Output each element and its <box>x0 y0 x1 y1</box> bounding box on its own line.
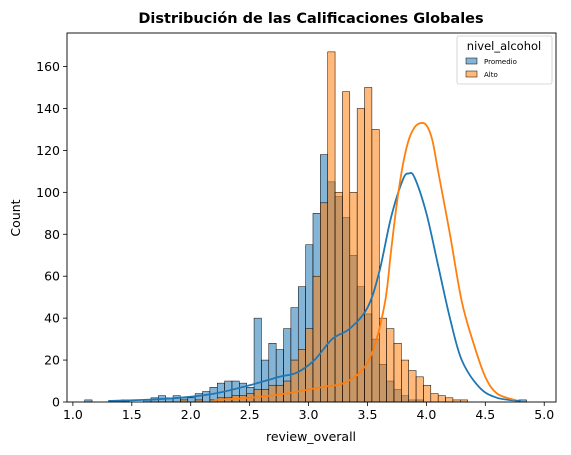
bar-promedio <box>187 397 196 403</box>
kde-line-promedio <box>108 171 521 402</box>
bar-alto <box>386 328 395 403</box>
legend-label-promedio: Promedio <box>484 58 517 66</box>
x-tick-label: 2.5 <box>240 407 260 422</box>
chart-title: Distribución de las Calificaciones Globa… <box>138 11 483 27</box>
legend: nivel_alcohol Promedio Alto <box>456 35 553 85</box>
bar-alto <box>430 393 439 403</box>
bar-alto <box>401 359 409 403</box>
x-tick-label: 2.0 <box>181 407 201 422</box>
bar-alto <box>356 108 365 403</box>
legend-label-alto: Alto <box>484 71 498 79</box>
bar-alto <box>253 389 262 403</box>
y-axis: 0 20 40 60 80 100 120 140 160 <box>36 59 67 410</box>
bar-alto <box>371 129 380 403</box>
y-axis-label: Count <box>8 199 23 236</box>
bar-alto <box>408 370 417 403</box>
x-tick-label: 4.0 <box>416 407 436 422</box>
kde-line-alto <box>214 122 516 401</box>
y-tick-label: 100 <box>36 185 60 200</box>
y-tick-label: 140 <box>36 101 60 116</box>
x-tick-label: 1.5 <box>122 407 142 422</box>
bar-alto <box>268 384 277 403</box>
bar-alto <box>312 275 321 403</box>
bars-group <box>84 51 527 403</box>
y-tick-label: 40 <box>44 311 60 326</box>
bar-alto <box>297 349 306 403</box>
bar-alto <box>349 192 358 403</box>
bar-alto <box>437 395 446 403</box>
y-tick-label: 80 <box>44 227 60 242</box>
x-axis: 1.0 1.5 2.0 2.5 3.0 3.5 4.0 4.5 5.0 <box>63 402 554 422</box>
x-tick-label: 3.0 <box>299 407 319 422</box>
x-tick-label: 3.5 <box>358 407 378 422</box>
legend-title: nivel_alcohol <box>467 39 541 53</box>
bar-alto <box>320 202 328 403</box>
y-tick-label: 20 <box>44 353 60 368</box>
bar-alto <box>393 343 402 403</box>
y-tick-label: 120 <box>36 143 60 158</box>
x-axis-label: review_overall <box>266 429 356 444</box>
bar-alto <box>415 376 424 403</box>
legend-box <box>456 35 553 85</box>
bar-alto <box>445 397 454 403</box>
legend-swatch-alto <box>465 70 478 78</box>
kde-curves <box>108 122 521 402</box>
bar-alto <box>423 384 432 403</box>
bar-promedio <box>202 391 211 403</box>
bar-alto <box>342 91 351 403</box>
bar-alto <box>334 192 343 403</box>
y-tick-label: 160 <box>36 59 60 74</box>
bar-alto <box>290 359 299 403</box>
y-tick-label: 60 <box>44 269 60 284</box>
y-tick-label: 0 <box>52 395 60 410</box>
legend-swatch-promedio <box>465 57 478 65</box>
x-tick-label: 1.0 <box>63 407 83 422</box>
x-tick-label: 5.0 <box>534 407 554 422</box>
plot-frame <box>66 32 557 403</box>
bar-alto <box>379 317 387 403</box>
bar-alto <box>327 51 336 403</box>
bar-alto <box>283 380 292 403</box>
x-tick-label: 4.5 <box>475 407 495 422</box>
